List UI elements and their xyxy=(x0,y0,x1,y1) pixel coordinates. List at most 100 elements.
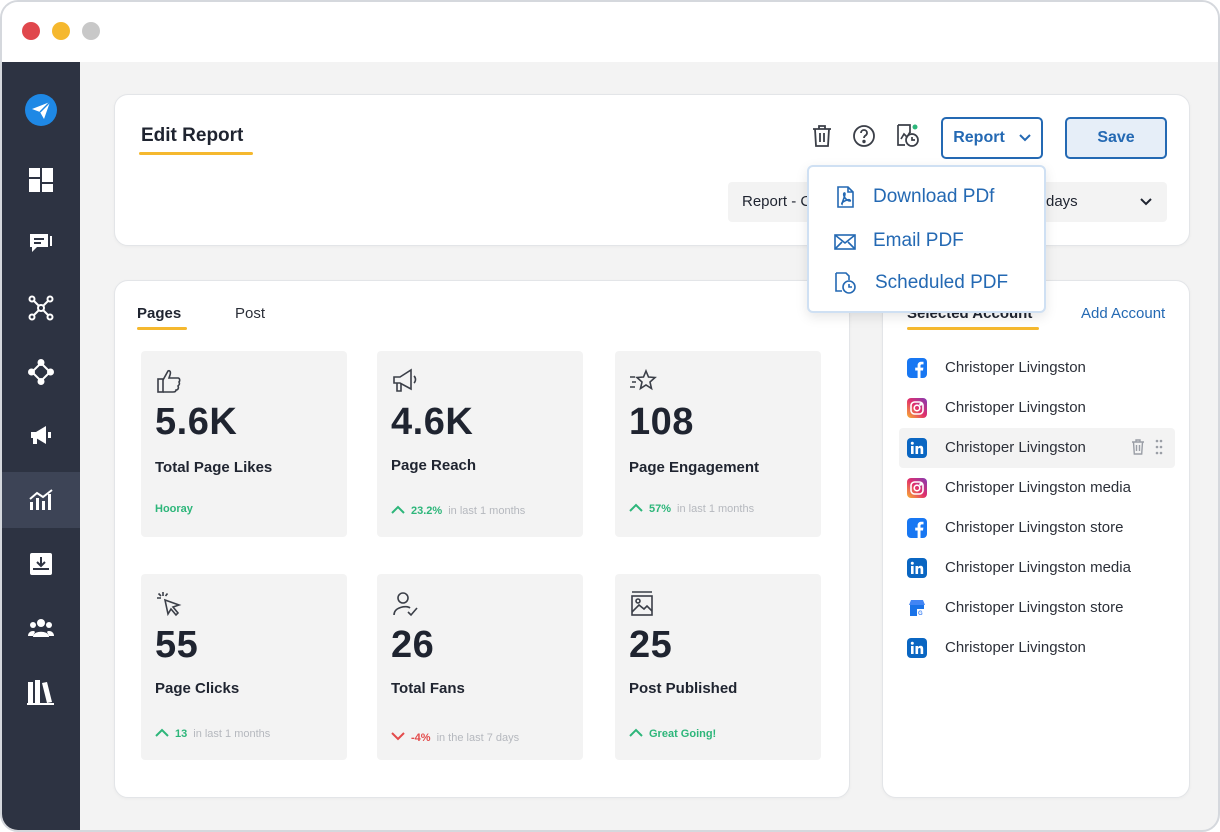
email-pdf-label: Email PDF xyxy=(873,230,964,251)
maximize-window-button[interactable] xyxy=(82,22,100,40)
dashboard-icon xyxy=(28,167,54,193)
stat-card-page-reach[interactable]: 4.6K Page Reach 23.2% in last 1 months xyxy=(377,351,583,537)
scheduled-file-icon xyxy=(833,271,857,295)
chevron-down-icon xyxy=(1019,129,1031,147)
tab-pages[interactable]: Pages xyxy=(137,305,182,322)
instagram-icon xyxy=(907,478,927,498)
stat-card-page-clicks[interactable]: 55 Page Clicks 13 in last 1 months xyxy=(141,574,347,760)
account-row[interactable]: Christoper Livingston store xyxy=(899,508,1175,548)
stat-value: 26 xyxy=(391,624,435,666)
schedule-report-icon xyxy=(895,123,921,154)
stat-label: Total Page Likes xyxy=(155,459,273,476)
sidebar-item-analytics[interactable] xyxy=(2,472,80,528)
account-row[interactable]: Christoper Livingston media xyxy=(899,468,1175,508)
schedule-report-button[interactable] xyxy=(895,123,921,154)
trend-text: in last 1 months xyxy=(677,503,755,515)
stat-card-post-published[interactable]: 25 Post Published Great Going! xyxy=(615,574,821,760)
stat-label: Total Fans xyxy=(391,680,465,697)
sidebar-item-downloads[interactable] xyxy=(2,536,80,592)
trend-value: 57% xyxy=(649,503,672,515)
account-row-highlighted[interactable]: Christoper Livingston xyxy=(899,428,1175,468)
sidebar-item-library[interactable] xyxy=(2,664,80,720)
help-icon xyxy=(852,124,876,153)
sidebar-item-dashboard[interactable] xyxy=(2,152,80,208)
analytics-icon xyxy=(28,488,54,512)
account-name: Christoper Livingston media xyxy=(945,479,1131,496)
stat-card-page-engagement[interactable]: 108 Page Engagement 57% in last 1 months xyxy=(615,351,821,537)
facebook-icon xyxy=(907,518,927,538)
sidebar-item-network[interactable] xyxy=(2,280,80,336)
stat-trend: -4% in the last 7 days xyxy=(391,732,519,744)
library-icon xyxy=(27,679,55,705)
email-pdf-option[interactable]: Email PDF xyxy=(809,221,1044,261)
chevron-down-icon xyxy=(1139,194,1153,211)
save-button-label: Save xyxy=(1097,129,1135,146)
trend-value: 23.2% xyxy=(411,505,443,517)
stat-trend: 57% in last 1 months xyxy=(629,503,754,515)
pdf-file-icon xyxy=(833,185,857,209)
inbox-messages-icon xyxy=(28,232,54,256)
trash-icon[interactable] xyxy=(1131,439,1145,460)
minimize-window-button[interactable] xyxy=(52,22,70,40)
sidebar-item-logo[interactable] xyxy=(2,82,80,138)
sidebar-item-campaigns[interactable] xyxy=(2,408,80,464)
facebook-icon xyxy=(907,358,927,378)
cursor-click-icon xyxy=(155,590,183,618)
add-account-link[interactable]: Add Account xyxy=(1081,305,1166,322)
account-name: Christoper Livingston media xyxy=(945,559,1131,576)
account-name: Christoper Livingston xyxy=(945,639,1086,656)
user-check-icon xyxy=(391,590,419,618)
stat-value: 25 xyxy=(629,624,673,666)
trend-value: 13 xyxy=(175,728,188,740)
select-right-text: days xyxy=(1046,193,1078,210)
sidebar-item-workflow[interactable] xyxy=(2,344,80,400)
save-button[interactable]: Save xyxy=(1065,117,1167,159)
account-row[interactable]: Christoper Livingston xyxy=(899,348,1175,388)
help-button[interactable] xyxy=(851,124,877,153)
workflow-icon xyxy=(28,359,54,385)
trend-up-icon xyxy=(629,728,643,740)
stats-card: Pages Post 5.6K Total Page Likes Hooray … xyxy=(114,280,850,798)
account-row[interactable]: Christoper Livingston xyxy=(899,388,1175,428)
download-pdf-label: Download PDf xyxy=(873,186,995,207)
select-left-text: Report - C xyxy=(742,193,812,210)
svg-text:G: G xyxy=(918,611,923,617)
stat-label: Post Published xyxy=(629,680,738,697)
download-pdf-option[interactable]: Download PDf xyxy=(809,177,1044,217)
delete-report-button[interactable] xyxy=(809,124,835,151)
linkedin-icon xyxy=(907,558,927,578)
trend-text: in last 1 months xyxy=(448,505,526,517)
active-tab-underline xyxy=(137,327,187,330)
drag-handle-icon[interactable] xyxy=(1155,439,1163,460)
sidebar-item-team[interactable] xyxy=(2,600,80,656)
trend-text: Great Going! xyxy=(649,728,717,740)
send-logo-icon xyxy=(24,93,58,127)
page-title: Edit Report xyxy=(141,125,244,146)
account-name: Christoper Livingston xyxy=(945,399,1086,416)
stat-value: 55 xyxy=(155,624,199,666)
accounts-title-underline xyxy=(907,327,1039,330)
close-window-button[interactable] xyxy=(22,22,40,40)
trend-text: in the last 7 days xyxy=(436,732,520,744)
trend-up-icon xyxy=(391,505,405,517)
report-menu-button[interactable]: Report xyxy=(941,117,1043,159)
accounts-card: Selected Account Add Account Christoper … xyxy=(882,280,1190,798)
stat-label: Page Clicks xyxy=(155,680,240,697)
account-row[interactable]: G Christoper Livingston store xyxy=(899,588,1175,628)
account-row[interactable]: Christoper Livingston media xyxy=(899,548,1175,588)
sidebar-item-inbox[interactable] xyxy=(2,216,80,272)
trend-text: in last 1 months xyxy=(193,728,271,740)
account-row[interactable]: Christoper Livingston xyxy=(899,628,1175,668)
account-name: Christoper Livingston store xyxy=(945,599,1124,616)
linkedin-icon xyxy=(907,638,927,658)
stat-card-total-fans[interactable]: 26 Total Fans -4% in the last 7 days xyxy=(377,574,583,760)
scheduled-pdf-option[interactable]: Scheduled PDF xyxy=(809,263,1044,303)
trend-up-icon xyxy=(629,503,643,515)
megaphone-icon xyxy=(391,367,419,395)
title-bar xyxy=(2,2,1218,62)
report-button-label: Report xyxy=(953,129,1005,146)
tab-post[interactable]: Post xyxy=(235,305,266,322)
stat-card-page-likes[interactable]: 5.6K Total Page Likes Hooray xyxy=(141,351,347,537)
stat-label: Page Engagement xyxy=(629,459,760,476)
